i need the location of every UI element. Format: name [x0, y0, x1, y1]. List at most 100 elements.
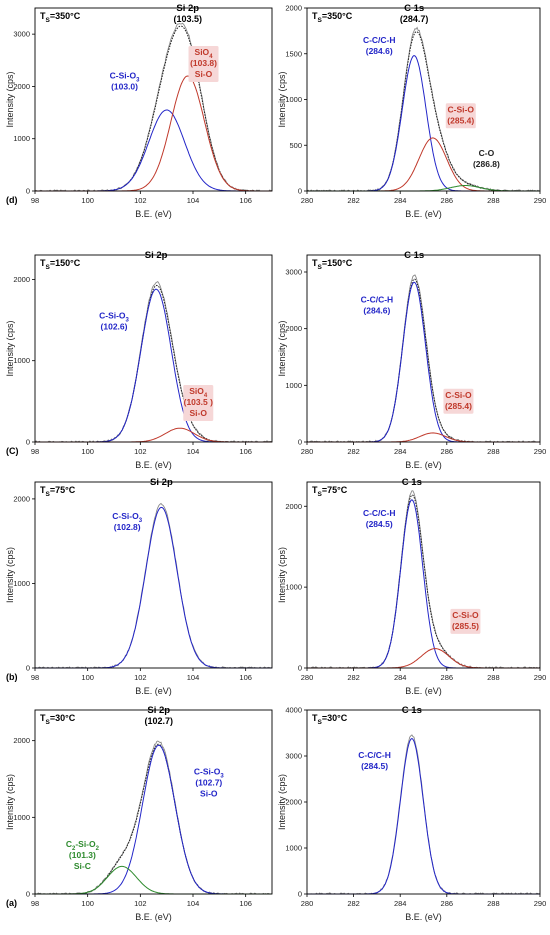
row-label: (C): [6, 446, 19, 456]
x-tick-label: 286: [441, 673, 454, 682]
panel-title: Si 2p: [145, 250, 168, 261]
peak-annotation: C-Si-O: [448, 104, 475, 114]
y-axis-label: Intensity (cps): [277, 547, 287, 603]
x-axis-label: B.E. (eV): [405, 912, 442, 922]
x-tick-label: 280: [301, 447, 314, 456]
y-axis-label: Intensity (cps): [277, 774, 287, 830]
chart-panel-b-c: 280 282 284 286 288 290 0 1000 2000 B.E. (eV) Inte…: [277, 477, 546, 696]
peak-annotation: (285.5): [452, 621, 479, 631]
raw-data-line: [34, 281, 273, 443]
raw-data-line: [306, 734, 541, 895]
peak-annotation: Si-O: [195, 69, 213, 79]
y-axis-label: Intensity (cps): [277, 320, 287, 376]
peak-annotation: C2-Si-O2: [66, 839, 100, 852]
peak-annotation: C-C/C-H: [363, 35, 396, 45]
y-axis-label: Intensity (cps): [277, 71, 287, 127]
x-tick-label: 288: [487, 196, 500, 205]
peak-annotation: C-Si-O3: [194, 766, 224, 779]
y-tick-label: 2000: [13, 494, 30, 503]
peak-annotation: (101.3): [69, 850, 96, 860]
plot-frame: [34, 481, 273, 669]
y-tick-label: 2000: [285, 798, 302, 807]
x-tick-label: 106: [239, 673, 252, 682]
peak-annotation: C-Si-O3: [110, 71, 140, 84]
panel-title: C 1s: [404, 3, 424, 14]
plot-frame: [34, 7, 273, 192]
raw-data-line: [306, 274, 540, 443]
x-axis-label: B.E. (eV): [405, 209, 442, 219]
peak-annotation: (102.8): [114, 522, 141, 532]
x-tick-label: 284: [394, 196, 407, 205]
fit-peak-line: [35, 744, 272, 895]
x-tick-label: 98: [31, 447, 39, 456]
fit-peak-line: [307, 499, 540, 669]
panel-title-value: (102.7): [145, 716, 174, 726]
x-tick-label: 106: [239, 196, 252, 205]
x-axis-label: B.E. (eV): [135, 460, 172, 470]
panel-title: C 1s: [402, 477, 422, 488]
x-tick-label: 284: [394, 899, 407, 908]
x-tick-label: 106: [239, 447, 252, 456]
fit-peak-line: [35, 865, 272, 895]
fit-peak-line: [307, 432, 540, 443]
temperature-label: TS=350°C: [312, 11, 353, 24]
peak-annotation: SiO4: [189, 386, 208, 399]
x-tick-label: 282: [347, 673, 360, 682]
x-tick-label: 98: [31, 673, 39, 682]
y-tick-label: 1000: [13, 134, 30, 143]
y-tick-label: 0: [26, 890, 30, 899]
y-tick-label: 0: [298, 438, 302, 447]
x-tick-label: 290: [534, 673, 547, 682]
fit-peak-line: [307, 648, 540, 669]
plot-frame: [34, 254, 273, 443]
peak-annotation: (284.5): [361, 761, 388, 771]
peak-annotation: SiO4: [195, 47, 214, 60]
x-tick-label: 98: [31, 899, 39, 908]
y-axis-label: Intensity (cps): [5, 547, 15, 603]
peak-annotation: C-C/C-H: [363, 508, 396, 518]
peak-annotation: C-Si-O3: [112, 511, 142, 524]
panel-title: Si 2p: [147, 705, 170, 716]
y-tick-label: 2000: [13, 82, 30, 91]
fit-peak-line: [35, 288, 272, 443]
peak-annotation: C-C/C-H: [358, 750, 391, 760]
y-axis-label: Intensity (cps): [5, 71, 15, 127]
plot-frame: [306, 254, 541, 443]
envelope-line: [307, 494, 540, 669]
fit-peak-line: [307, 737, 540, 895]
panel-title: C 1s: [402, 705, 422, 716]
fit-peak-line: [35, 427, 272, 443]
annotation-box: [183, 385, 214, 422]
peak-annotation: C-C/C-H: [361, 295, 394, 305]
x-tick-label: 286: [441, 196, 454, 205]
peak-annotation: (285.4): [447, 115, 474, 125]
y-tick-label: 0: [298, 890, 302, 899]
raw-data-line: [306, 490, 541, 669]
y-axis-label: Intensity (cps): [5, 774, 15, 830]
y-tick-label: 3000: [285, 752, 302, 761]
annotation-box: [450, 608, 481, 634]
x-tick-label: 280: [301, 899, 314, 908]
x-tick-label: 282: [347, 447, 360, 456]
x-tick-label: 290: [534, 196, 547, 205]
chart-panel-b-si: 98 100 102 104 106 0 1000 2000 B.E. (eV) Intensit…: [5, 477, 273, 696]
x-tick-label: 104: [187, 196, 200, 205]
x-tick-label: 100: [81, 447, 94, 456]
x-tick-label: 106: [239, 899, 252, 908]
x-tick-label: 284: [394, 447, 407, 456]
temperature-label: TS=75°C: [40, 485, 76, 498]
fit-peak-line: [307, 55, 540, 192]
y-tick-label: 0: [26, 664, 30, 673]
fit-peak-line: [35, 506, 272, 669]
y-tick-label: 1000: [285, 844, 302, 853]
peak-annotation: (103.8): [190, 58, 217, 68]
annotation-box: [188, 46, 219, 83]
chart-panel-c-c: 280 282 284 286 288 290 0 1000 2000 3000 B.E. (eV)…: [277, 250, 546, 470]
x-tick-label: 282: [347, 899, 360, 908]
x-tick-label: 282: [347, 196, 360, 205]
x-axis-label: B.E. (eV): [135, 209, 172, 219]
y-tick-label: 4000: [285, 706, 302, 715]
x-tick-label: 102: [134, 899, 147, 908]
y-tick-label: 0: [26, 187, 30, 196]
